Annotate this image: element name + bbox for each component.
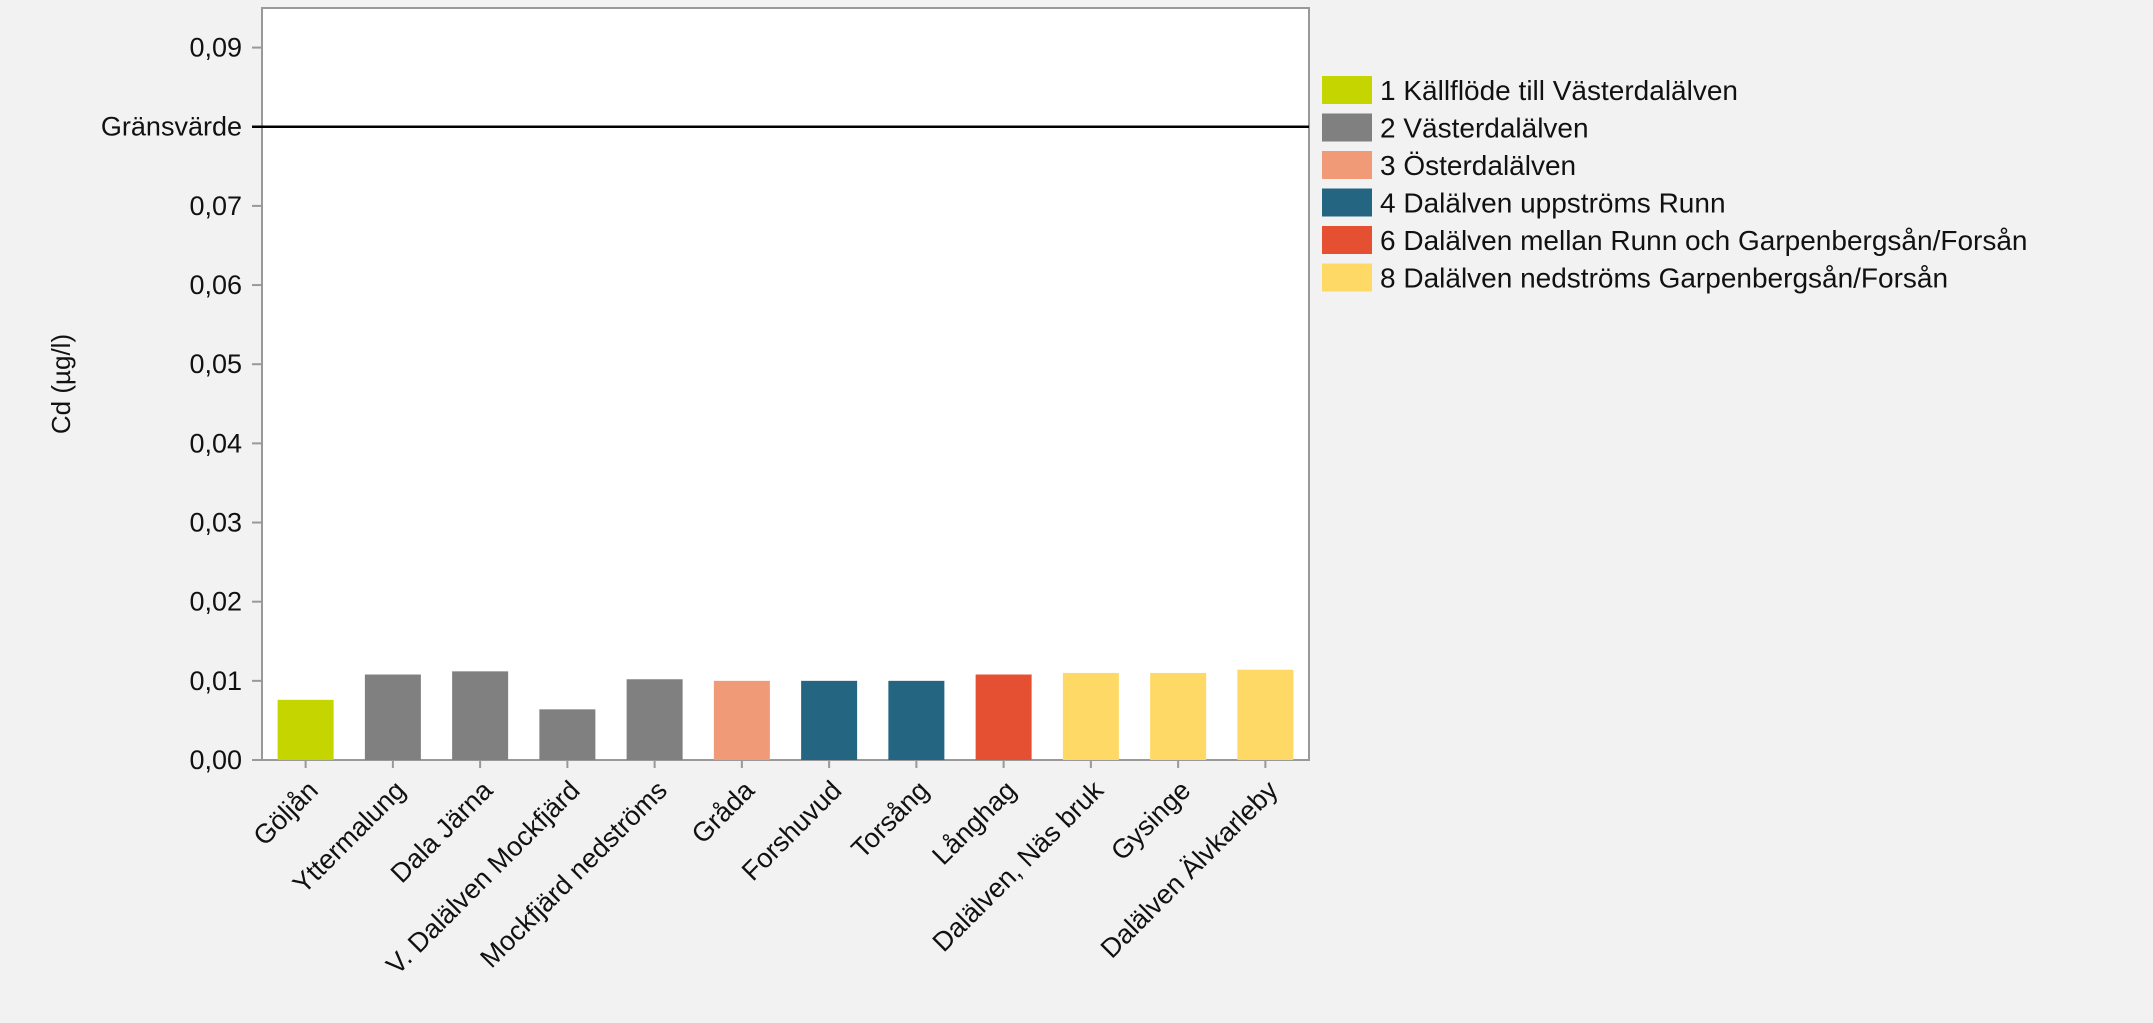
y-tick-label: 0,00 [189, 745, 242, 775]
y-tick-label: 0,02 [189, 587, 242, 617]
bar [801, 680, 858, 760]
bar [364, 674, 421, 760]
bar [713, 680, 770, 760]
legend-label: 8 Dalälven nedströms Garpenbergsån/Forså… [1380, 263, 1948, 294]
plot-area [261, 7, 1310, 761]
legend-label: 3 Österdalälven [1380, 150, 1576, 181]
y-tick-label: 0,05 [189, 349, 242, 379]
legend-swatch [1322, 113, 1372, 142]
reference-line: Gränsvärde [101, 112, 1309, 142]
bar [888, 680, 945, 760]
y-axis-title: Cd (µg/l) [46, 334, 76, 434]
bar [539, 709, 596, 760]
bar [277, 699, 334, 760]
bar [452, 671, 509, 760]
bar [1062, 672, 1119, 760]
y-tick-label: 0,09 [189, 33, 242, 63]
legend-label: 2 Västerdalälven [1380, 113, 1589, 144]
y-tick-label: 0,01 [189, 666, 242, 696]
bar [1237, 669, 1294, 760]
legend-swatch [1322, 151, 1372, 179]
legend-label: 4 Dalälven uppströms Runn [1380, 188, 1726, 219]
x-category-label: Dalälven, Näs bruk [927, 775, 1110, 958]
legend-swatch [1322, 226, 1372, 254]
x-category-label: Göljån [247, 775, 323, 851]
y-tick-label: 0,04 [189, 428, 242, 458]
bar [626, 679, 683, 760]
legend-swatch [1322, 188, 1372, 217]
x-category-label: Torsång [845, 775, 934, 864]
legend-swatch [1322, 263, 1372, 292]
legend-label: 6 Dalälven mellan Runn och Garpenbergsån… [1380, 225, 2028, 256]
bar [975, 674, 1032, 760]
y-tick-label: 0,06 [189, 270, 242, 300]
bars [277, 669, 1294, 760]
reference-line-label: Gränsvärde [101, 112, 242, 142]
x-category-label: Gysinge [1105, 775, 1196, 866]
y-tick-label: 0,07 [189, 191, 242, 221]
y-tick-label: 0,03 [189, 508, 242, 538]
legend-swatch [1322, 76, 1372, 104]
legend: 1 Källflöde till Västerdalälven 2 Västerd… [1322, 75, 2028, 294]
bar [1150, 672, 1207, 760]
legend-label: 1 Källflöde till Västerdalälven [1380, 75, 1738, 106]
y-axis: 0,00 0,01 0,02 0,03 0,04 0,05 0,06 0,07 0,09 [189, 33, 262, 775]
x-category-label: Gråda [686, 774, 761, 849]
